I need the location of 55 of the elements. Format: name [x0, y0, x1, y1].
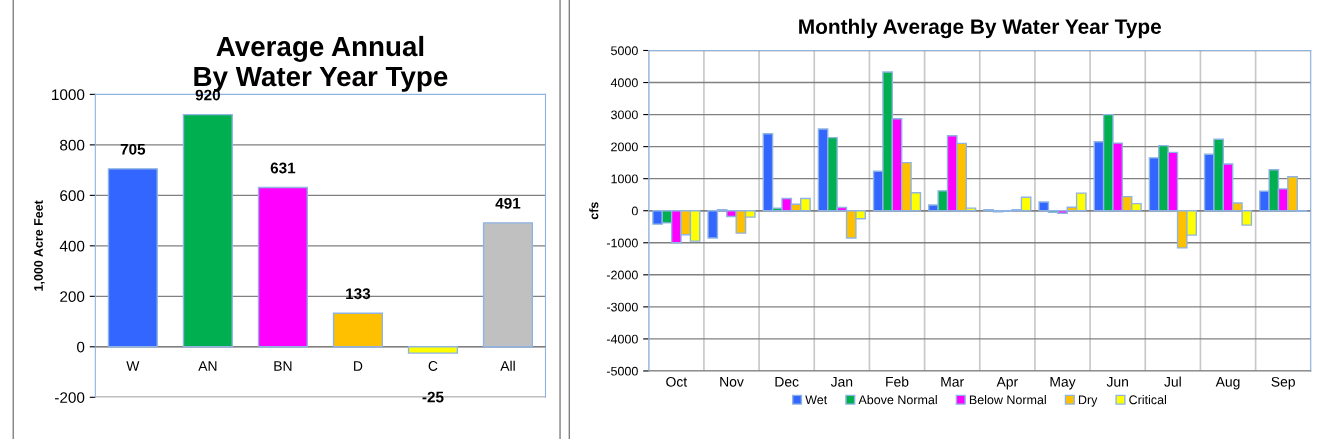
y-tick-label: -200 [55, 392, 85, 403]
y-tick-label: 1000 [52, 89, 85, 101]
y-tick-label: 400 [59, 240, 85, 252]
legend-label: Below Normal [969, 395, 1046, 405]
x-tick-label: Jan [830, 377, 853, 387]
x-tick-label: W [126, 361, 140, 371]
y-tick-label: -5000 [606, 366, 638, 376]
y-tick-label: 200 [60, 291, 85, 303]
bar [182, 113, 233, 348]
bar [482, 222, 534, 348]
y-tick-label: 2000 [611, 142, 638, 152]
y-tick-label: 800 [60, 139, 85, 151]
data-label: 705 [120, 143, 146, 155]
legend-label: Dry [1078, 395, 1098, 407]
y-tick-label: 600 [60, 190, 85, 202]
x-tick-label: Sep [1271, 376, 1295, 390]
y-axis-title: 1,000 Acre Feet [34, 200, 45, 291]
legend-label: Above Normal [858, 395, 937, 405]
y-axis-title: cfs [589, 202, 599, 220]
data-label: 491 [495, 197, 521, 209]
y-tick-label: -4000 [606, 334, 638, 344]
bar [332, 312, 383, 348]
y-tick-label: 3000 [611, 110, 638, 120]
y-tick-label: -2000 [606, 270, 638, 280]
x-tick-label: Nov [720, 377, 744, 387]
x-tick-label: Aug [1215, 377, 1240, 390]
x-tick-label: Oct [666, 376, 688, 387]
x-tick-label: Feb [886, 376, 909, 387]
y-tick-label: -3000 [606, 302, 638, 312]
chart-title: Monthly Average By Water Year Type [799, 18, 1162, 39]
y-tick-label: 0 [77, 341, 85, 353]
x-tick-label: D [354, 361, 363, 371]
x-tick-label: Mar [941, 377, 964, 387]
y-tick-label: 1000 [611, 174, 638, 184]
x-tick-label: All [500, 360, 515, 371]
data-label: 631 [270, 162, 296, 174]
x-tick-label: BN [274, 361, 292, 371]
y-tick-label: 4000 [610, 78, 638, 88]
x-tick-label: Dec [775, 377, 799, 387]
x-tick-label: Apr [996, 377, 1018, 390]
x-tick-label: Jun [1106, 377, 1128, 387]
bar [257, 186, 308, 348]
y-tick-label: -1000 [606, 238, 638, 248]
data-label: 133 [346, 288, 371, 300]
legend-label: Critical [1129, 395, 1166, 405]
x-tick-label: C [428, 361, 438, 371]
bar [407, 346, 459, 354]
y-tick-label: 0 [631, 206, 638, 216]
x-tick-label: May [1050, 377, 1076, 390]
bar [107, 168, 158, 348]
x-tick-label: AN [198, 361, 217, 371]
y-tick-label: 5000 [611, 46, 638, 56]
x-tick-label: Jul [1164, 376, 1181, 387]
data-label: -25 [422, 391, 444, 403]
legend-label: Wet [805, 395, 828, 405]
